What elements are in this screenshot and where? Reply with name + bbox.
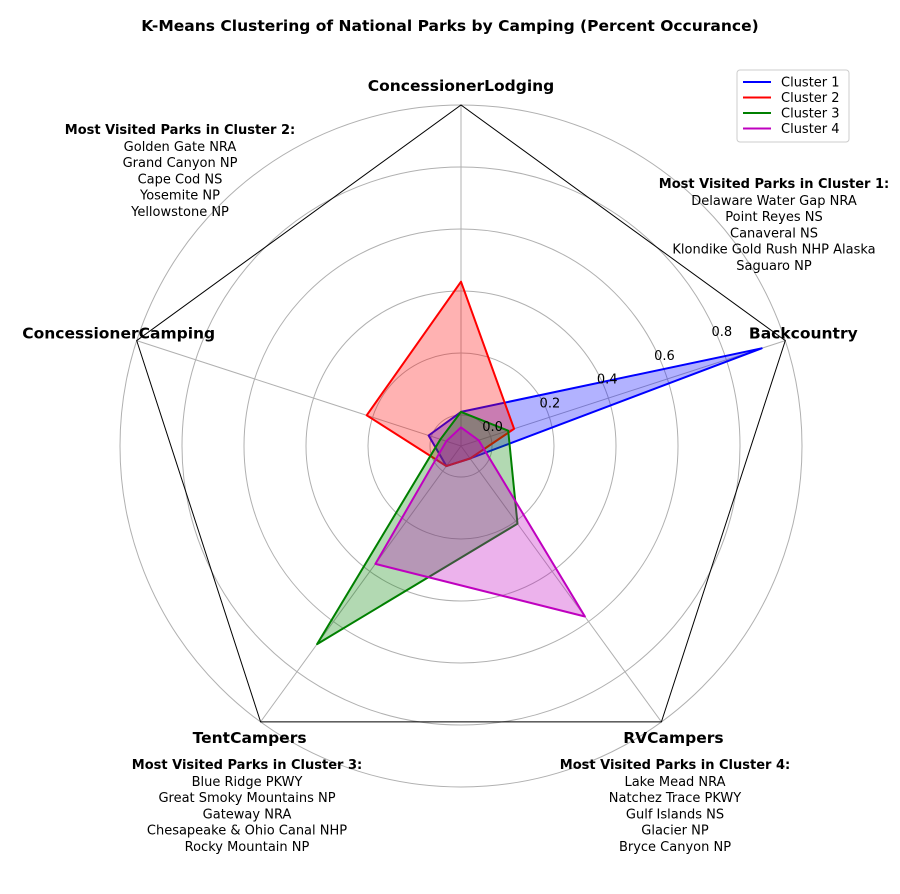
annotation-park: Point Reyes NS <box>725 210 822 225</box>
series-fill-cluster-1 <box>428 348 762 467</box>
radar-series <box>316 280 763 646</box>
cluster-3-annotation: Most Visited Parks in Cluster 3: Blue Rid… <box>132 758 362 855</box>
legend-label: Cluster 3 <box>781 107 840 122</box>
radial-tick-label: 0.0 <box>482 420 503 435</box>
legend-label: Cluster 4 <box>781 122 840 137</box>
radial-tick-label: 0.2 <box>540 396 561 411</box>
axis-label-concessionercamping: ConcessionerCamping <box>22 325 215 343</box>
annotation-park: Klondike Gold Rush NHP Alaska <box>672 243 875 258</box>
cluster-annotations: Most Visited Parks in Cluster 1: Delaware… <box>65 123 889 855</box>
legend-label: Cluster 1 <box>781 76 840 91</box>
annotation-park: Great Smoky Mountains NP <box>158 791 335 806</box>
annotation-park: Delaware Water Gap NRA <box>691 194 857 209</box>
annotation-park: Grand Canyon NP <box>123 156 238 171</box>
annotation-title: Most Visited Parks in Cluster 2: <box>65 123 295 138</box>
annotation-park: Yosemite NP <box>139 189 220 204</box>
chart-title: K-Means Clustering of National Parks by … <box>141 17 758 35</box>
grid-spoke <box>460 445 662 723</box>
grid-spoke <box>260 445 462 723</box>
legend-label: Cluster 2 <box>781 91 840 106</box>
annotation-title: Most Visited Parks in Cluster 3: <box>132 758 362 773</box>
annotation-park: Lake Mead NRA <box>624 775 725 790</box>
annotation-park: Cape Cod NS <box>138 172 223 187</box>
annotation-park: Natchez Trace PKWY <box>609 791 742 806</box>
radial-tick-label: 0.8 <box>711 325 732 340</box>
annotation-park: Chesapeake & Ohio Canal NHP <box>147 824 347 839</box>
radar-frame <box>136 104 786 723</box>
grid-spoke <box>136 340 462 447</box>
axis-label-backcountry: Backcountry <box>749 325 858 343</box>
series-line-cluster-4 <box>374 426 586 618</box>
annotation-park: Canaveral NS <box>730 226 818 241</box>
annotation-park: Glacier NP <box>641 824 709 839</box>
radar-labels: 0.0 0.2 0.4 0.6 0.8 Backcountry ConcessionerLo… <box>22 77 857 747</box>
axis-label-rvcampers: RVCampers <box>623 729 723 747</box>
annotation-park: Saguaro NP <box>736 259 812 274</box>
series-line-cluster-2 <box>365 280 516 468</box>
annotation-park: Bryce Canyon NP <box>619 840 731 855</box>
cluster-2-annotation: Most Visited Parks in Cluster 2: Golden G… <box>65 123 295 220</box>
axis-label-tentcampers: TentCampers <box>193 729 307 747</box>
annotation-park: Golden Gate NRA <box>124 140 237 155</box>
cluster-1-annotation: Most Visited Parks in Cluster 1: Delaware… <box>659 177 889 274</box>
annotation-park: Gulf Islands NS <box>626 807 724 822</box>
legend-box <box>736 69 850 143</box>
radial-tick-label: 0.4 <box>597 373 618 388</box>
series-line-cluster-1 <box>427 347 763 468</box>
radial-tick-label: 0.6 <box>654 349 675 364</box>
annotation-park: Blue Ridge PKWY <box>192 775 303 790</box>
grid-spoke <box>460 340 786 447</box>
annotation-title: Most Visited Parks in Cluster 4: <box>560 758 790 773</box>
annotation-park: Gateway NRA <box>203 807 292 822</box>
series-line-cluster-3 <box>316 410 519 646</box>
annotation-title: Most Visited Parks in Cluster 1: <box>659 177 889 192</box>
annotation-park: Yellowstone NP <box>130 205 229 220</box>
series-fill-cluster-3 <box>317 411 518 645</box>
cluster-4-annotation: Most Visited Parks in Cluster 4: Lake Mea… <box>560 758 790 855</box>
axis-label-concessionerlodging: ConcessionerLodging <box>368 77 555 95</box>
annotation-park: Rocky Mountain NP <box>185 840 310 855</box>
radar-grid <box>119 104 803 788</box>
